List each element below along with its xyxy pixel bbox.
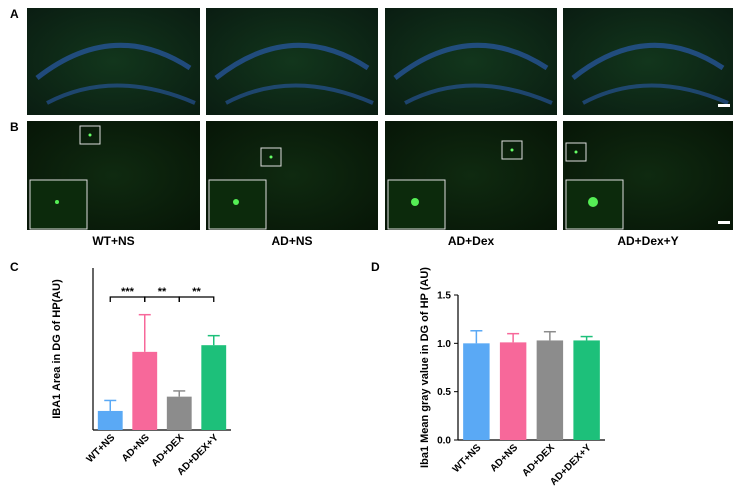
- image-caption: WT+NS: [92, 234, 134, 248]
- cell: [233, 199, 239, 205]
- y-tick-label: 0.0: [437, 436, 451, 447]
- panel-label: A: [10, 7, 19, 21]
- bar: [97, 410, 123, 430]
- x-tick-label: WT+NS: [451, 442, 484, 475]
- cell: [88, 133, 92, 137]
- bar: [201, 345, 227, 430]
- dentate-gyrus: [214, 42, 370, 80]
- bar: [536, 340, 564, 440]
- dentate-gyrus: [46, 83, 196, 105]
- roi-box: [565, 142, 587, 162]
- x-tick-label: WT+NS: [85, 432, 118, 465]
- cell: [55, 200, 59, 204]
- scale-bar: [718, 221, 730, 224]
- bar: [499, 342, 527, 440]
- inset: [29, 179, 88, 230]
- bar: [166, 396, 192, 430]
- dentate-gyrus: [393, 42, 549, 80]
- cell: [269, 155, 273, 159]
- image-caption: AD+Dex+Y: [617, 234, 678, 248]
- cell: [411, 198, 419, 206]
- significance-label: **: [158, 286, 167, 298]
- roi-box: [260, 147, 282, 167]
- roi-box: [79, 125, 101, 145]
- cell: [510, 148, 514, 152]
- panel-label: C: [10, 260, 19, 274]
- cell: [588, 197, 598, 207]
- dentate-gyrus: [404, 83, 553, 105]
- dentate-gyrus: [225, 83, 374, 105]
- y-axis-label: Iba1 Mean gray value in DG of HP (AU): [419, 267, 431, 468]
- dentate-gyrus: [582, 83, 729, 105]
- x-tick-label: AD+NS: [488, 442, 520, 474]
- roi-box: [501, 140, 523, 160]
- bar: [132, 351, 158, 430]
- image-caption: AD+NS: [271, 234, 312, 248]
- y-tick-label: 0.5: [437, 387, 451, 398]
- dentate-gyrus: [35, 42, 192, 80]
- y-tick-label: 1.5: [437, 291, 451, 302]
- significance-label: ***: [121, 286, 135, 298]
- panel-label: D: [371, 260, 380, 274]
- y-axis-label: IBA1 Area in DG of HP(AU): [51, 279, 63, 419]
- dentate-gyrus: [571, 42, 725, 80]
- significance-bracket: [178, 296, 215, 302]
- scale-bar: [718, 104, 730, 107]
- bar: [463, 343, 490, 440]
- significance-label: **: [192, 286, 201, 298]
- image-caption: AD+Dex: [448, 234, 495, 248]
- y-tick-label: 1.0: [437, 339, 451, 350]
- bar: [573, 340, 600, 440]
- x-tick-label: AD+DEX: [520, 442, 557, 479]
- panel-label: B: [10, 120, 19, 134]
- x-tick-label: AD+NS: [120, 432, 152, 464]
- cell: [574, 150, 578, 154]
- micrographs: [27, 8, 733, 230]
